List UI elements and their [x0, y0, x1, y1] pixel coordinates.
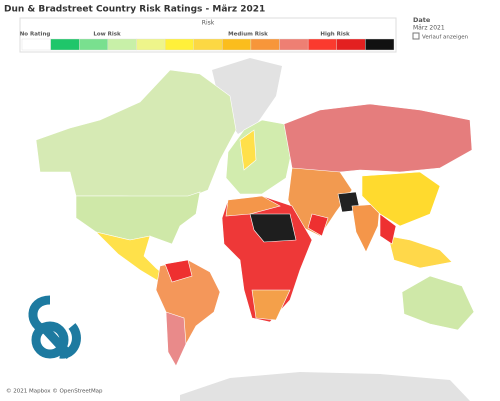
- attribution: © 2021 Mapbox © OpenStreetMap: [6, 388, 103, 395]
- legend-group: High Risk: [320, 32, 350, 38]
- legend-swatch[interactable]: [279, 38, 309, 51]
- legend-swatch[interactable]: [21, 38, 51, 51]
- legend-title: Risk: [202, 20, 215, 27]
- legend-swatch[interactable]: [136, 38, 166, 51]
- legend-box: [19, 17, 397, 53]
- checkbox-label[interactable]: Verlauf anzeigen: [422, 35, 469, 41]
- title: Dun & Bradstreet Country Risk Ratings - …: [4, 5, 265, 15]
- legend-swatch[interactable]: [193, 38, 223, 51]
- legend-group: Medium Risk: [228, 32, 268, 38]
- legend-group: No Rating: [20, 32, 51, 38]
- filter-value: März 2021: [413, 25, 445, 32]
- logo: [28, 295, 81, 360]
- legend-swatch[interactable]: [107, 38, 137, 51]
- legend-swatch[interactable]: [50, 38, 80, 51]
- legend-swatch[interactable]: [164, 38, 194, 51]
- checkbox[interactable]: [412, 32, 420, 40]
- legend-swatch[interactable]: [307, 38, 337, 51]
- legend-group: Low Risk: [93, 32, 121, 38]
- legend-swatches: [21, 38, 395, 51]
- filter-title: Date: [413, 16, 431, 24]
- legend-swatch[interactable]: [365, 38, 395, 51]
- legend-swatch[interactable]: [222, 38, 252, 51]
- legend-swatch[interactable]: [336, 38, 366, 51]
- legend-swatch[interactable]: [79, 38, 109, 51]
- basemap: [35, 58, 475, 401]
- legend-swatch[interactable]: [250, 38, 280, 51]
